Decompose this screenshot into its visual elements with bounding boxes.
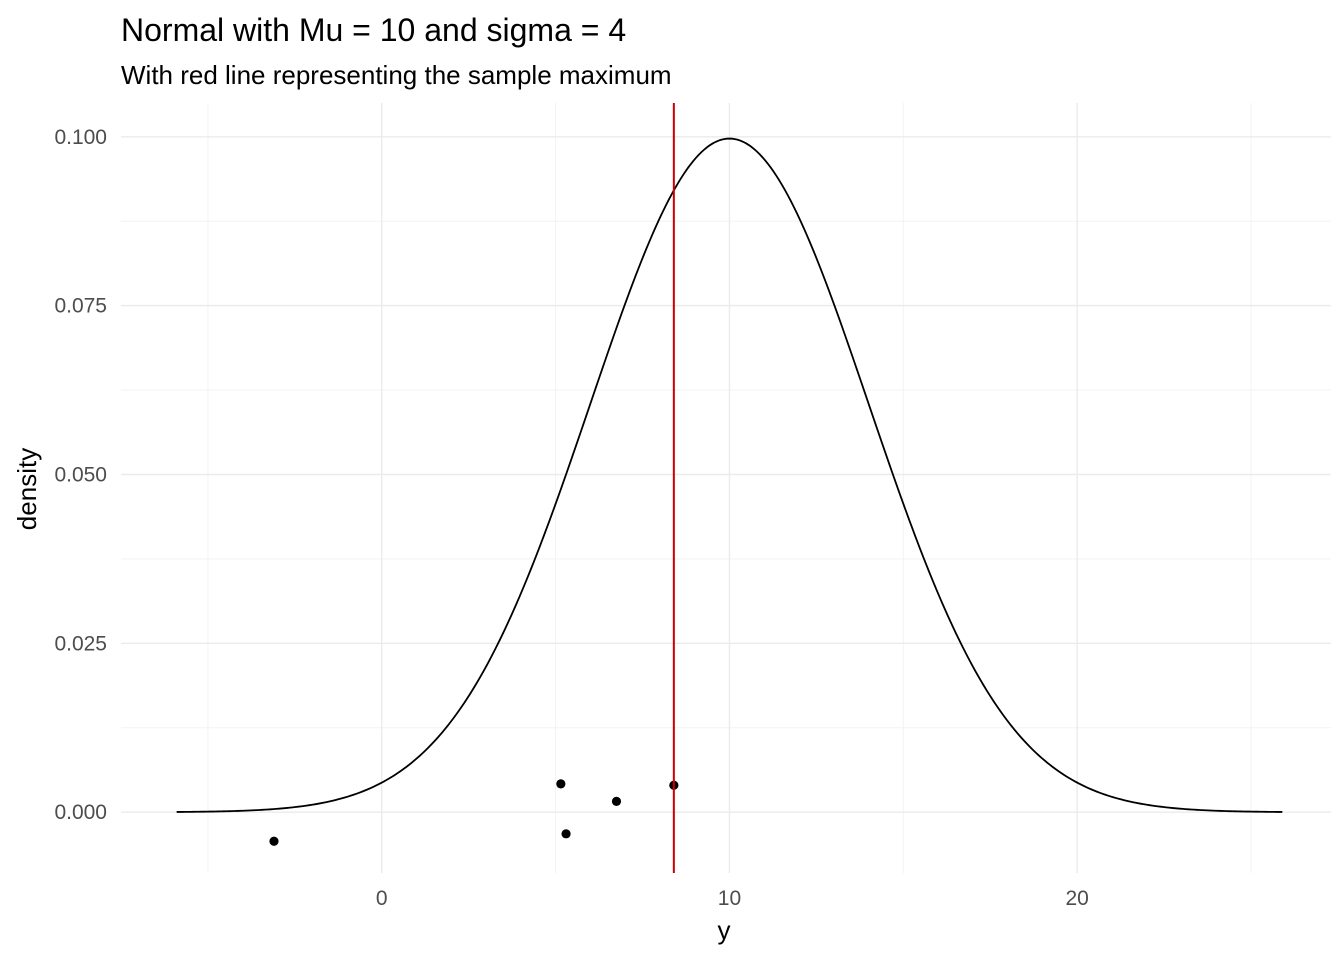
y-tick-label: 0.100	[54, 126, 107, 149]
y-tick-label: 0.075	[54, 295, 107, 318]
y-axis-title: density	[12, 448, 42, 530]
sample-point	[561, 829, 571, 839]
x-axis-ticks: 0 10 20	[376, 887, 1089, 910]
chart-title: Normal with Mu = 10 and sigma = 4	[121, 12, 626, 48]
sample-points-layer	[269, 779, 679, 846]
chart-subtitle: With red line representing the sample ma…	[121, 60, 672, 90]
y-tick-label: 0.050	[54, 463, 107, 486]
y-tick-label: 0.000	[54, 801, 107, 824]
y-tick-label: 0.025	[54, 632, 107, 655]
x-tick-label: 0	[376, 887, 388, 910]
sample-point	[556, 779, 566, 789]
x-axis-title: y	[718, 915, 731, 945]
x-tick-label: 20	[1065, 887, 1088, 910]
minor-gridlines	[121, 103, 1331, 873]
density-curve-layer	[176, 137, 1283, 813]
y-axis-ticks: 0.000 0.025 0.050 0.075 0.100	[54, 126, 107, 824]
major-gridlines	[121, 103, 1331, 873]
sample-point	[611, 796, 622, 807]
density-curve	[176, 137, 1283, 813]
x-tick-label: 10	[718, 887, 741, 910]
sample-point	[269, 836, 279, 846]
